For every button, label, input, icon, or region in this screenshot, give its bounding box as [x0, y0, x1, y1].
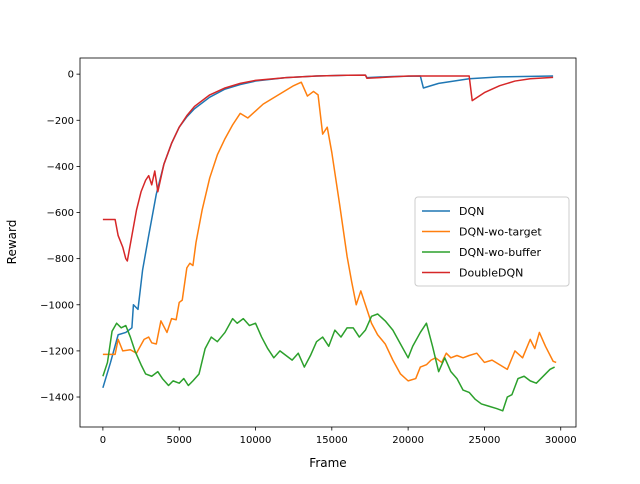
x-tick-label: 25000 — [469, 435, 501, 446]
x-axis-ticks: 0 5000 10000 15000 20000 25000 30000 — [100, 427, 577, 446]
y-axis-label: Reward — [5, 220, 19, 265]
legend-box — [414, 196, 570, 287]
x-tick-label: 15000 — [316, 435, 348, 446]
series-line-doubledqn — [102, 74, 554, 262]
y-axis-ticks: 0 −200 −400 −600 −800 −1000 −1200 −1400 — [40, 70, 80, 404]
y-tick-label: −1400 — [40, 393, 74, 404]
y-tick-label: −400 — [47, 162, 74, 173]
legend-label-dqn: DQN — [459, 205, 484, 218]
series-line-dqn-wo-buffer — [102, 313, 555, 412]
legend-label-dqn-wo-target: DQN-wo-target — [459, 226, 542, 239]
y-tick-label: −1000 — [40, 300, 74, 311]
plot-frame — [79, 57, 577, 428]
x-tick-label: 5000 — [166, 435, 191, 446]
series-line-dqn-wo-target — [102, 81, 557, 382]
series-layer — [102, 74, 557, 412]
legend-label-doubledqn: DoubleDQN — [459, 267, 523, 280]
x-axis-label: Frame — [309, 456, 346, 470]
x-tick-label: 0 — [100, 435, 106, 446]
legend-entries: DQN DQN-wo-target DQN-wo-buffer DoubleDQN — [422, 205, 542, 280]
legend-label-dqn-wo-buffer: DQN-wo-buffer — [459, 246, 542, 259]
x-tick-label: 10000 — [240, 435, 272, 446]
y-tick-label: −1200 — [40, 346, 74, 357]
y-tick-label: 0 — [68, 70, 74, 81]
x-tick-label: 20000 — [392, 435, 424, 446]
x-tick-label: 30000 — [545, 435, 577, 446]
y-tick-label: −800 — [47, 254, 74, 265]
legend: DQN DQN-wo-target DQN-wo-buffer DoubleDQN — [414, 196, 570, 287]
y-tick-label: −200 — [47, 116, 74, 127]
y-tick-label: −600 — [47, 208, 74, 219]
